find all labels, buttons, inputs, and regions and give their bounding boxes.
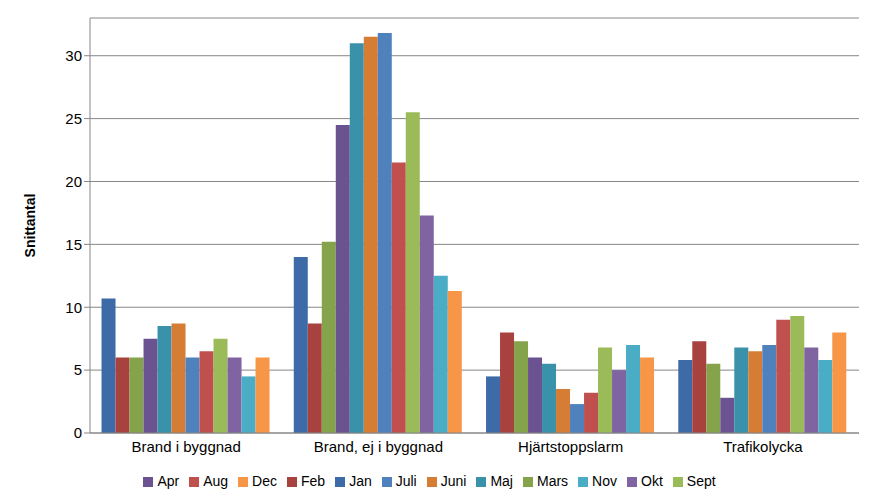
html-text:Juni: Juni	[440, 473, 467, 489]
html-text:Apr: Apr	[157, 473, 180, 489]
html-text:Maj: Maj	[490, 473, 513, 489]
html-text:Okt: Okt	[641, 473, 663, 489]
html-text:Nov: Nov	[592, 473, 617, 489]
svg-text:10: 10	[65, 299, 82, 316]
html-text:Aug: Aug	[203, 473, 229, 489]
html-text:Mars: Mars	[537, 473, 569, 489]
svg-text:15: 15	[65, 236, 82, 253]
html-text:Dec: Dec	[252, 473, 277, 489]
html-text:Feb: Feb	[301, 473, 326, 489]
svg-text:Trafikolycka: Trafikolycka	[723, 438, 803, 455]
svg-text:Brand, ej i byggnad: Brand, ej i byggnad	[314, 438, 443, 455]
svg-text:Snittantal: Snittantal	[22, 194, 38, 258]
html-text:Juli: Juli	[395, 473, 417, 489]
svg-text:0: 0	[74, 424, 82, 441]
svg-text:Hjärtstoppslarm: Hjärtstoppslarm	[518, 438, 623, 455]
svg-text:Brand i byggnad: Brand i byggnad	[132, 438, 241, 455]
svg-text:20: 20	[65, 173, 82, 190]
svg-text:5: 5	[74, 361, 82, 378]
html-text:Sept: Sept	[686, 473, 716, 489]
svg-text:25: 25	[65, 110, 82, 127]
html-text:Jan: Jan	[349, 473, 372, 489]
svg-text:30: 30	[65, 47, 82, 64]
